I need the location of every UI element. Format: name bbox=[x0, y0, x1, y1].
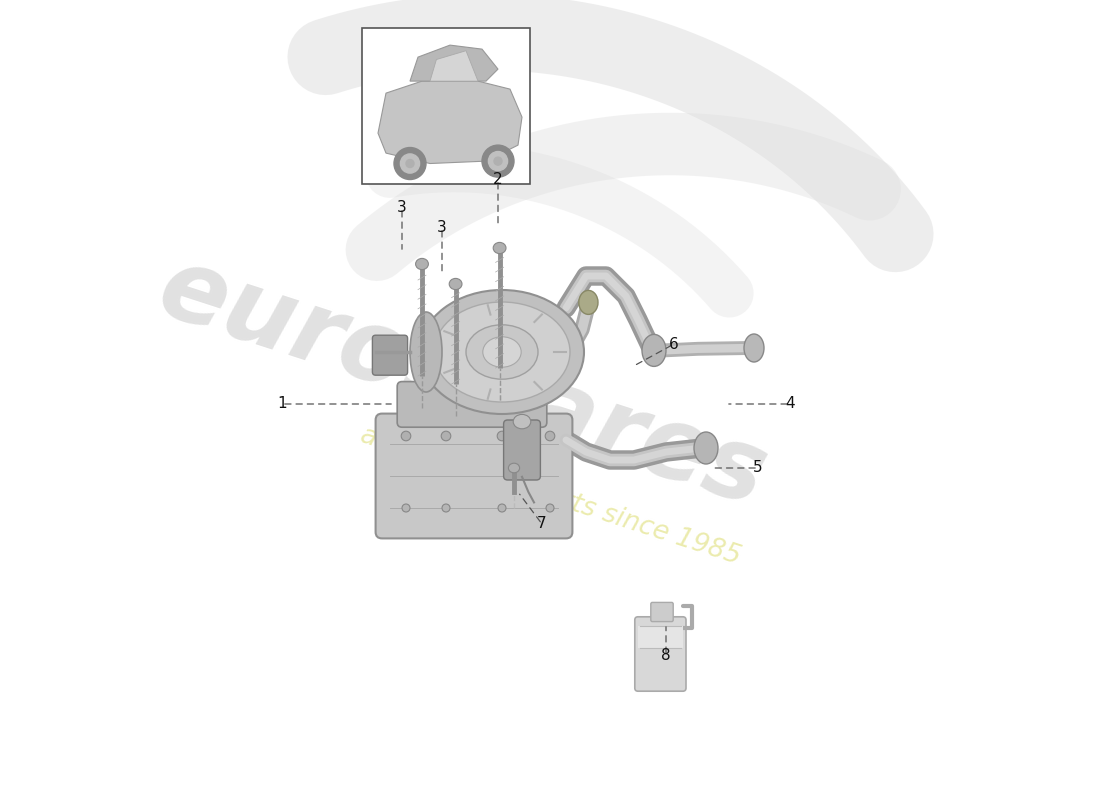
Ellipse shape bbox=[546, 431, 554, 441]
Ellipse shape bbox=[449, 278, 462, 290]
Ellipse shape bbox=[482, 145, 514, 177]
Ellipse shape bbox=[394, 147, 426, 179]
Ellipse shape bbox=[744, 334, 764, 362]
Ellipse shape bbox=[400, 154, 419, 173]
FancyBboxPatch shape bbox=[651, 602, 673, 622]
Text: 4: 4 bbox=[785, 397, 795, 411]
Text: 3: 3 bbox=[397, 201, 407, 215]
Ellipse shape bbox=[402, 431, 410, 441]
Text: 6: 6 bbox=[669, 337, 679, 351]
Text: eurospares: eurospares bbox=[146, 240, 778, 528]
Ellipse shape bbox=[466, 325, 538, 379]
Text: 8: 8 bbox=[661, 649, 671, 663]
Text: 2: 2 bbox=[493, 173, 503, 187]
Ellipse shape bbox=[497, 431, 507, 441]
Bar bbox=[638, 626, 683, 648]
Text: 1: 1 bbox=[277, 397, 287, 411]
Ellipse shape bbox=[508, 463, 519, 473]
Text: 3: 3 bbox=[437, 221, 447, 235]
Ellipse shape bbox=[402, 504, 410, 512]
Ellipse shape bbox=[483, 337, 521, 367]
Ellipse shape bbox=[493, 242, 506, 254]
Ellipse shape bbox=[416, 258, 428, 270]
Text: 5: 5 bbox=[754, 461, 762, 475]
Ellipse shape bbox=[546, 504, 554, 512]
FancyBboxPatch shape bbox=[397, 382, 547, 427]
Ellipse shape bbox=[498, 504, 506, 512]
Polygon shape bbox=[410, 45, 498, 81]
Bar bbox=[362, 28, 530, 184]
Ellipse shape bbox=[441, 431, 451, 441]
FancyBboxPatch shape bbox=[375, 414, 572, 538]
Polygon shape bbox=[378, 81, 522, 163]
Polygon shape bbox=[430, 50, 478, 81]
Text: a passion for parts since 1985: a passion for parts since 1985 bbox=[356, 422, 744, 570]
Ellipse shape bbox=[410, 312, 442, 392]
Ellipse shape bbox=[694, 432, 718, 464]
Ellipse shape bbox=[406, 159, 414, 167]
Ellipse shape bbox=[488, 151, 507, 170]
Ellipse shape bbox=[579, 290, 598, 314]
Ellipse shape bbox=[514, 414, 531, 429]
Ellipse shape bbox=[442, 504, 450, 512]
Ellipse shape bbox=[434, 302, 570, 402]
Ellipse shape bbox=[494, 157, 502, 165]
FancyBboxPatch shape bbox=[635, 617, 686, 691]
Ellipse shape bbox=[420, 290, 584, 414]
FancyBboxPatch shape bbox=[373, 335, 408, 375]
FancyBboxPatch shape bbox=[504, 420, 540, 480]
Ellipse shape bbox=[642, 334, 666, 366]
Text: 7: 7 bbox=[537, 517, 547, 531]
